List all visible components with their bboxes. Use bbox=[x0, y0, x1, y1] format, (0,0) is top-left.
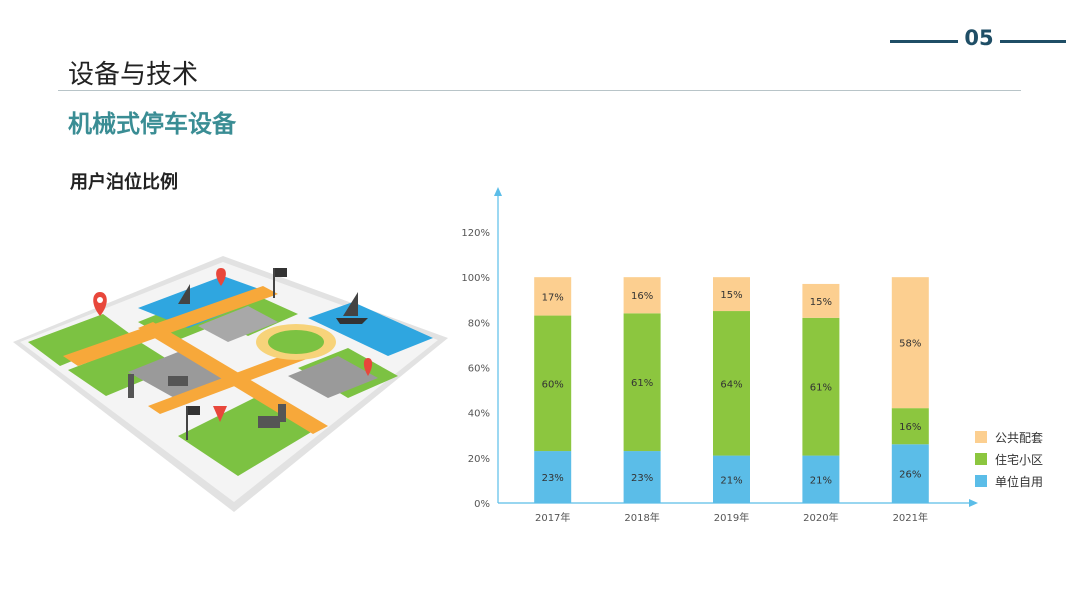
data-label: 15% bbox=[810, 297, 832, 308]
data-label: 16% bbox=[631, 291, 653, 302]
x-axis-arrow bbox=[969, 499, 978, 507]
legend-label: 公共配套 bbox=[995, 431, 1043, 445]
bar-segment bbox=[891, 444, 929, 503]
bar-segment bbox=[713, 455, 750, 503]
y-axis-arrow bbox=[494, 187, 502, 196]
x-tick-label: 2021年 bbox=[893, 511, 928, 524]
bar-segment bbox=[891, 408, 929, 445]
bar-segment bbox=[891, 277, 929, 409]
map-pin-icon bbox=[93, 292, 107, 316]
y-tick-label: 0% bbox=[474, 499, 490, 510]
page-number: 05 bbox=[964, 26, 994, 50]
y-tick-label: 100% bbox=[461, 273, 490, 284]
x-tick-label: 2017年 bbox=[535, 511, 570, 524]
page-title: 设备与技术 bbox=[68, 60, 199, 90]
legend-swatch bbox=[975, 475, 987, 487]
water-area bbox=[138, 276, 273, 328]
grass-block bbox=[28, 314, 133, 366]
parking-ratio-chart: 0% 20% 40% 60% 80% 100% 120% 23% 60% 17% 2017年 23% 6… bbox=[461, 187, 1043, 524]
y-tick-label: 120% bbox=[461, 228, 490, 239]
legend-label: 单位自用 bbox=[995, 474, 1043, 489]
data-label: 61% bbox=[631, 378, 653, 389]
x-tick-label: 2019年 bbox=[714, 511, 749, 524]
data-label: 23% bbox=[542, 473, 564, 484]
page-number-right-line bbox=[1000, 40, 1066, 43]
data-label: 60% bbox=[542, 379, 564, 390]
page-number-decoration: 05 bbox=[890, 26, 1070, 56]
data-label: 21% bbox=[720, 475, 742, 486]
bar-segment bbox=[534, 315, 572, 452]
bar-segment bbox=[713, 277, 750, 312]
bar-segment bbox=[802, 317, 840, 456]
bar-segment bbox=[623, 451, 661, 503]
y-tick-label: 80% bbox=[468, 318, 490, 329]
data-label: 61% bbox=[810, 383, 832, 394]
bar-segment bbox=[534, 277, 572, 316]
road bbox=[63, 286, 278, 366]
bar-segment bbox=[534, 451, 572, 503]
bar-segment bbox=[623, 313, 661, 452]
x-tick-label: 2018年 bbox=[624, 511, 659, 524]
page-subtitle: 机械式停车设备 bbox=[68, 110, 236, 138]
city-parking-map-icon bbox=[13, 256, 448, 512]
legend-label: 住宅小区 bbox=[995, 452, 1043, 467]
title-divider bbox=[58, 90, 1021, 91]
data-label: 26% bbox=[899, 470, 921, 481]
data-label: 23% bbox=[631, 473, 653, 484]
data-label: 64% bbox=[720, 379, 742, 390]
section-label: 用户泊位比例 bbox=[70, 172, 178, 193]
y-tick-label: 40% bbox=[468, 409, 490, 420]
data-label: 21% bbox=[810, 475, 832, 486]
data-label: 58% bbox=[899, 339, 921, 350]
bar-segment bbox=[802, 455, 840, 503]
legend-swatch bbox=[975, 453, 987, 465]
y-tick-label: 20% bbox=[468, 454, 490, 465]
data-label: 15% bbox=[720, 290, 742, 301]
bar-segment bbox=[713, 311, 750, 456]
page-number-left-line bbox=[890, 40, 958, 43]
legend-swatch bbox=[975, 431, 987, 443]
bar-segment bbox=[802, 283, 840, 318]
x-tick-label: 2020年 bbox=[803, 511, 838, 524]
y-tick-label: 60% bbox=[468, 364, 490, 375]
data-label: 16% bbox=[899, 422, 921, 433]
data-label: 17% bbox=[542, 292, 564, 303]
bar-segment bbox=[623, 277, 661, 314]
